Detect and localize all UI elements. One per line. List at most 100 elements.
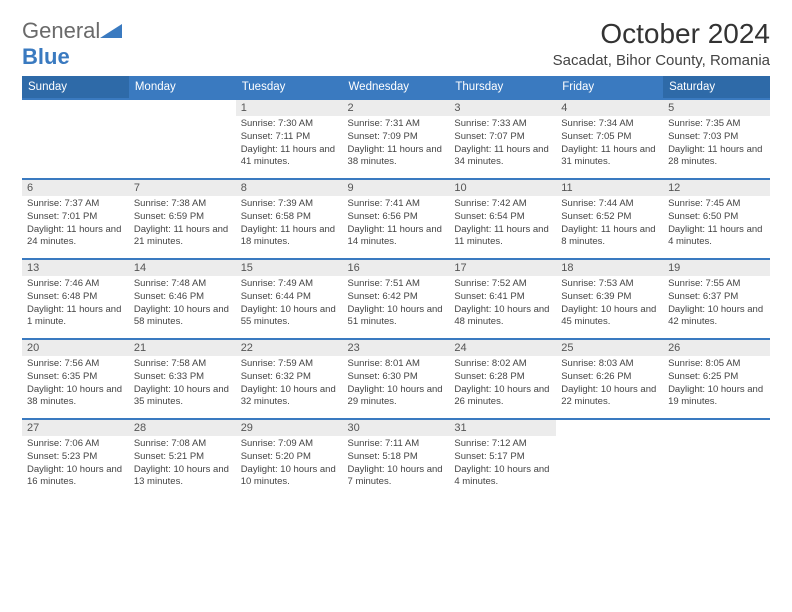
day-number: 23: [343, 340, 450, 356]
page: General Blue October 2024 Sacadat, Bihor…: [0, 0, 792, 508]
sunrise-text: Sunrise: 7:09 AM: [241, 438, 338, 451]
day-number: 2: [343, 100, 450, 116]
daylight-text: Daylight: 11 hours and 1 minute.: [27, 304, 124, 330]
day-number: 30: [343, 420, 450, 436]
calendar-cell: 17Sunrise: 7:52 AMSunset: 6:41 PMDayligh…: [449, 259, 556, 339]
day-number: 12: [663, 180, 770, 196]
sunset-text: Sunset: 7:07 PM: [454, 131, 551, 144]
day-content: Sunrise: 7:49 AMSunset: 6:44 PMDaylight:…: [236, 276, 343, 338]
daylight-text: Daylight: 11 hours and 41 minutes.: [241, 144, 338, 170]
sunrise-text: Sunrise: 7:38 AM: [134, 198, 231, 211]
calendar-cell: 29Sunrise: 7:09 AMSunset: 5:20 PMDayligh…: [236, 419, 343, 498]
day-content: Sunrise: 7:55 AMSunset: 6:37 PMDaylight:…: [663, 276, 770, 338]
daylight-text: Daylight: 11 hours and 24 minutes.: [27, 224, 124, 250]
sunrise-text: Sunrise: 7:58 AM: [134, 358, 231, 371]
sunrise-text: Sunrise: 7:37 AM: [27, 198, 124, 211]
day-content: Sunrise: 7:59 AMSunset: 6:32 PMDaylight:…: [236, 356, 343, 418]
sunset-text: Sunset: 6:48 PM: [27, 291, 124, 304]
day-number: 28: [129, 420, 236, 436]
day-content: Sunrise: 7:37 AMSunset: 7:01 PMDaylight:…: [22, 196, 129, 258]
sunrise-text: Sunrise: 7:56 AM: [27, 358, 124, 371]
sunrise-text: Sunrise: 7:33 AM: [454, 118, 551, 131]
day-content: Sunrise: 7:58 AMSunset: 6:33 PMDaylight:…: [129, 356, 236, 418]
sunset-text: Sunset: 6:44 PM: [241, 291, 338, 304]
day-content: Sunrise: 7:35 AMSunset: 7:03 PMDaylight:…: [663, 116, 770, 178]
weekday-header: Monday: [129, 76, 236, 99]
daylight-text: Daylight: 10 hours and 26 minutes.: [454, 384, 551, 410]
calendar-cell: 20Sunrise: 7:56 AMSunset: 6:35 PMDayligh…: [22, 339, 129, 419]
sunrise-text: Sunrise: 7:30 AM: [241, 118, 338, 131]
daylight-text: Daylight: 10 hours and 58 minutes.: [134, 304, 231, 330]
sunrise-text: Sunrise: 8:01 AM: [348, 358, 445, 371]
sunset-text: Sunset: 6:50 PM: [668, 211, 765, 224]
day-number: 5: [663, 100, 770, 116]
daylight-text: Daylight: 11 hours and 28 minutes.: [668, 144, 765, 170]
day-content: Sunrise: 7:45 AMSunset: 6:50 PMDaylight:…: [663, 196, 770, 258]
daylight-text: Daylight: 10 hours and 16 minutes.: [27, 464, 124, 490]
weekday-header: Saturday: [663, 76, 770, 99]
day-content: Sunrise: 7:42 AMSunset: 6:54 PMDaylight:…: [449, 196, 556, 258]
daylight-text: Daylight: 10 hours and 51 minutes.: [348, 304, 445, 330]
calendar-cell: 30Sunrise: 7:11 AMSunset: 5:18 PMDayligh…: [343, 419, 450, 498]
day-number: 18: [556, 260, 663, 276]
day-content: Sunrise: 7:31 AMSunset: 7:09 PMDaylight:…: [343, 116, 450, 178]
sunrise-text: Sunrise: 7:53 AM: [561, 278, 658, 291]
sunrise-text: Sunrise: 7:34 AM: [561, 118, 658, 131]
sunrise-text: Sunrise: 7:06 AM: [27, 438, 124, 451]
day-number: 31: [449, 420, 556, 436]
sunset-text: Sunset: 5:18 PM: [348, 451, 445, 464]
daylight-text: Daylight: 10 hours and 13 minutes.: [134, 464, 231, 490]
calendar-head: SundayMondayTuesdayWednesdayThursdayFrid…: [22, 76, 770, 99]
calendar-week-row: 13Sunrise: 7:46 AMSunset: 6:48 PMDayligh…: [22, 259, 770, 339]
weekday-header: Wednesday: [343, 76, 450, 99]
day-content: Sunrise: 7:09 AMSunset: 5:20 PMDaylight:…: [236, 436, 343, 498]
calendar-cell: 31Sunrise: 7:12 AMSunset: 5:17 PMDayligh…: [449, 419, 556, 498]
sunrise-text: Sunrise: 7:51 AM: [348, 278, 445, 291]
logo-general: General: [22, 18, 100, 43]
sunrise-text: Sunrise: 7:31 AM: [348, 118, 445, 131]
sunrise-text: Sunrise: 7:46 AM: [27, 278, 124, 291]
calendar-cell: 1Sunrise: 7:30 AMSunset: 7:11 PMDaylight…: [236, 99, 343, 179]
sunrise-text: Sunrise: 7:59 AM: [241, 358, 338, 371]
day-content: Sunrise: 7:46 AMSunset: 6:48 PMDaylight:…: [22, 276, 129, 338]
sunrise-text: Sunrise: 7:45 AM: [668, 198, 765, 211]
sunrise-text: Sunrise: 7:42 AM: [454, 198, 551, 211]
daylight-text: Daylight: 10 hours and 35 minutes.: [134, 384, 231, 410]
daylight-text: Daylight: 11 hours and 8 minutes.: [561, 224, 658, 250]
sunrise-text: Sunrise: 7:12 AM: [454, 438, 551, 451]
calendar-cell: 23Sunrise: 8:01 AMSunset: 6:30 PMDayligh…: [343, 339, 450, 419]
calendar-week-row: 6Sunrise: 7:37 AMSunset: 7:01 PMDaylight…: [22, 179, 770, 259]
calendar-cell: 19Sunrise: 7:55 AMSunset: 6:37 PMDayligh…: [663, 259, 770, 339]
sunset-text: Sunset: 7:11 PM: [241, 131, 338, 144]
day-content-empty: [22, 116, 129, 178]
day-number: 24: [449, 340, 556, 356]
day-number: 15: [236, 260, 343, 276]
daylight-text: Daylight: 11 hours and 14 minutes.: [348, 224, 445, 250]
sunset-text: Sunset: 6:54 PM: [454, 211, 551, 224]
calendar-cell: 28Sunrise: 7:08 AMSunset: 5:21 PMDayligh…: [129, 419, 236, 498]
daylight-text: Daylight: 10 hours and 7 minutes.: [348, 464, 445, 490]
sunset-text: Sunset: 5:17 PM: [454, 451, 551, 464]
calendar-cell: 7Sunrise: 7:38 AMSunset: 6:59 PMDaylight…: [129, 179, 236, 259]
calendar-cell: 9Sunrise: 7:41 AMSunset: 6:56 PMDaylight…: [343, 179, 450, 259]
day-content: Sunrise: 7:30 AMSunset: 7:11 PMDaylight:…: [236, 116, 343, 178]
header-right: October 2024 Sacadat, Bihor County, Roma…: [553, 18, 770, 69]
day-number: 20: [22, 340, 129, 356]
daylight-text: Daylight: 10 hours and 29 minutes.: [348, 384, 445, 410]
sunrise-text: Sunrise: 7:08 AM: [134, 438, 231, 451]
weekday-header: Sunday: [22, 76, 129, 99]
sunrise-text: Sunrise: 8:02 AM: [454, 358, 551, 371]
daylight-text: Daylight: 11 hours and 4 minutes.: [668, 224, 765, 250]
calendar-cell: 21Sunrise: 7:58 AMSunset: 6:33 PMDayligh…: [129, 339, 236, 419]
sunset-text: Sunset: 6:26 PM: [561, 371, 658, 384]
sunset-text: Sunset: 5:20 PM: [241, 451, 338, 464]
sunset-text: Sunset: 6:58 PM: [241, 211, 338, 224]
calendar-cell: [129, 99, 236, 179]
daylight-text: Daylight: 10 hours and 38 minutes.: [27, 384, 124, 410]
weekday-header: Thursday: [449, 76, 556, 99]
daylight-text: Daylight: 11 hours and 38 minutes.: [348, 144, 445, 170]
day-number: 1: [236, 100, 343, 116]
calendar-cell: 2Sunrise: 7:31 AMSunset: 7:09 PMDaylight…: [343, 99, 450, 179]
daylight-text: Daylight: 10 hours and 32 minutes.: [241, 384, 338, 410]
sunrise-text: Sunrise: 7:55 AM: [668, 278, 765, 291]
